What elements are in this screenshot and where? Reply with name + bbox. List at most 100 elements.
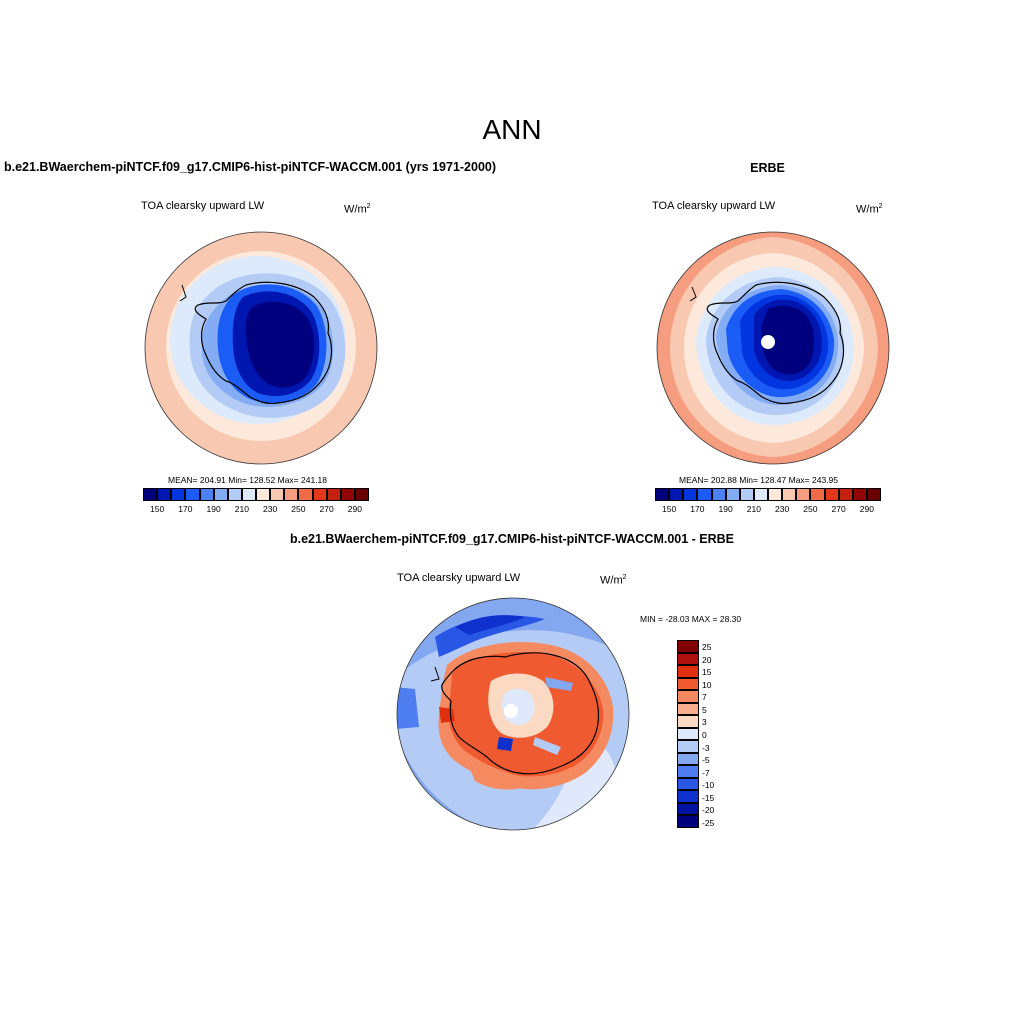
- diff-colorbar-tick-label: -15: [702, 792, 715, 803]
- obs-variable-label: TOA clearsky upward LW: [652, 200, 776, 212]
- diff-stats: MIN = -28.03 MAX = 28.30: [640, 614, 742, 624]
- obs-colorbar-swatch: [669, 488, 684, 501]
- obs-colorbar: [655, 488, 881, 501]
- obs-colorbar-swatch: [753, 488, 768, 501]
- diff-colorbar-swatch: [677, 790, 699, 803]
- diff-colorbar-swatch: [677, 740, 699, 753]
- diff-colorbar-tick-label: 3: [702, 717, 707, 728]
- model-colorbar-tick-label: 270: [319, 504, 334, 514]
- diff-colorbar-tick-label: 25: [702, 642, 712, 653]
- model-colorbar-swatch: [340, 488, 355, 501]
- obs-stats: MEAN= 202.88 Min= 128.47 Max= 243.95: [679, 475, 839, 485]
- diff-colorbar-swatch: [677, 702, 699, 716]
- model-colorbar-swatch: [354, 488, 369, 501]
- obs-colorbar-swatch: [725, 488, 740, 501]
- diff-colorbar-swatch: [677, 802, 699, 816]
- model-colorbar-tick-label: 250: [291, 504, 306, 514]
- diff-colorbar-tick-label: -3: [702, 742, 710, 753]
- diff-colorbar-labels: 25 20 15 10 7 5 3 0 -3 -5 -7 -10 -15 -20 -25: [702, 640, 742, 828]
- obs-colorbar-tick-label: 170: [690, 504, 705, 514]
- obs-colorbar-swatch: [655, 488, 670, 501]
- obs-colorbar-swatch: [697, 488, 712, 501]
- obs-colorbar-tick-label: 150: [662, 504, 677, 514]
- model-colorbar-swatch: [270, 488, 285, 501]
- obs-colorbar-swatch: [768, 488, 783, 501]
- diff-colorbar-swatch: [677, 715, 699, 728]
- obs-colorbar-labels: 150 170 190 210 230 250 270 290: [655, 504, 881, 516]
- model-colorbar-tick-label: 170: [178, 504, 193, 514]
- diff-units-label: W/m2: [600, 574, 627, 587]
- diff-colorbar-swatch: [677, 765, 699, 778]
- model-variable-label: TOA clearsky upward LW: [141, 200, 265, 212]
- model-colorbar-swatch: [326, 488, 341, 501]
- obs-colorbar-swatch: [852, 488, 867, 501]
- figure-title: ANN: [482, 114, 542, 145]
- model-colorbar-swatch: [298, 488, 313, 501]
- diff-colorbar-tick-label: 0: [702, 730, 707, 740]
- model-colorbar-swatch: [143, 488, 158, 501]
- diff-colorbar-swatch: [677, 752, 699, 766]
- obs-colorbar-swatch: [866, 488, 881, 501]
- diff-colorbar-swatch: [677, 677, 699, 691]
- model-colorbar-swatch: [157, 488, 172, 501]
- model-colorbar-tick-label: 230: [263, 504, 278, 514]
- obs-colorbar-swatch: [739, 488, 754, 501]
- diff-colorbar-swatch: [677, 727, 699, 741]
- diff-colorbar-tick-label: -10: [702, 780, 715, 791]
- diff-colorbar-swatch: [677, 652, 699, 666]
- obs-panel-title: ERBE: [750, 161, 785, 175]
- diff-colorbar-tick-label: 7: [702, 692, 707, 703]
- obs-colorbar-swatch: [796, 488, 811, 501]
- obs-colorbar-tick-label: 210: [746, 504, 761, 514]
- model-colorbar-swatch: [256, 488, 271, 501]
- diff-colorbar-tick-label: 5: [702, 704, 707, 715]
- diff-colorbar-tick-label: -7: [702, 767, 710, 778]
- model-colorbar-swatch: [185, 488, 200, 501]
- obs-colorbar-swatch: [810, 488, 825, 501]
- model-colorbar-tick-label: 150: [150, 504, 165, 514]
- diff-colorbar-swatch: [677, 665, 699, 678]
- diff-colorbar: [677, 640, 699, 828]
- obs-colorbar-tick-label: 290: [859, 504, 874, 514]
- obs-colorbar-tick-label: 270: [831, 504, 846, 514]
- obs-colorbar-swatch: [824, 488, 839, 501]
- model-polar-map: [144, 231, 378, 465]
- diff-colorbar-swatch: [677, 690, 699, 703]
- model-units-label: W/m2: [344, 203, 371, 216]
- diff-colorbar-swatch: [677, 777, 699, 791]
- model-colorbar-tick-label: 190: [206, 504, 221, 514]
- model-colorbar-swatch: [171, 488, 186, 501]
- model-colorbar-labels: 150 170 190 210 230 250 270 290: [143, 504, 369, 516]
- diff-colorbar-tick-label: 20: [702, 654, 712, 665]
- obs-polar-map: [656, 231, 890, 465]
- obs-colorbar-tick-label: 190: [718, 504, 733, 514]
- diff-colorbar-tick-label: 15: [702, 667, 712, 678]
- obs-colorbar-tick-label: 230: [775, 504, 790, 514]
- obs-colorbar-swatch: [683, 488, 698, 501]
- model-colorbar-swatch: [241, 488, 256, 501]
- diff-colorbar-swatch: [677, 815, 699, 828]
- obs-colorbar-swatch: [711, 488, 726, 501]
- diff-panel-title: b.e21.BWaerchem-piNTCF.f09_g17.CMIP6-his…: [289, 532, 735, 546]
- diff-variable-label: TOA clearsky upward LW: [397, 572, 521, 584]
- model-colorbar-swatch: [199, 488, 214, 501]
- diff-colorbar-tick-label: -5: [702, 755, 710, 766]
- model-colorbar-swatch: [227, 488, 242, 501]
- model-colorbar: [143, 488, 369, 501]
- model-colorbar-tick-label: 290: [347, 504, 362, 514]
- model-colorbar-swatch: [213, 488, 228, 501]
- diff-colorbar-tick-label: -25: [702, 817, 715, 828]
- obs-colorbar-swatch: [782, 488, 797, 501]
- diff-colorbar-tick-label: 10: [702, 679, 712, 690]
- model-colorbar-swatch: [284, 488, 299, 501]
- model-panel-title: b.e21.BWaerchem-piNTCF.f09_g17.CMIP6-his…: [4, 160, 497, 174]
- obs-colorbar-swatch: [838, 488, 853, 501]
- diff-polar-map: [396, 597, 630, 831]
- obs-colorbar-tick-label: 250: [803, 504, 818, 514]
- diff-colorbar-tick-label: -20: [702, 805, 715, 816]
- obs-units-label: W/m2: [856, 203, 883, 216]
- model-colorbar-swatch: [312, 488, 327, 501]
- diff-colorbar-swatch: [677, 640, 699, 653]
- model-colorbar-tick-label: 210: [234, 504, 249, 514]
- model-stats: MEAN= 204.91 Min= 128.52 Max= 241.18: [168, 475, 328, 485]
